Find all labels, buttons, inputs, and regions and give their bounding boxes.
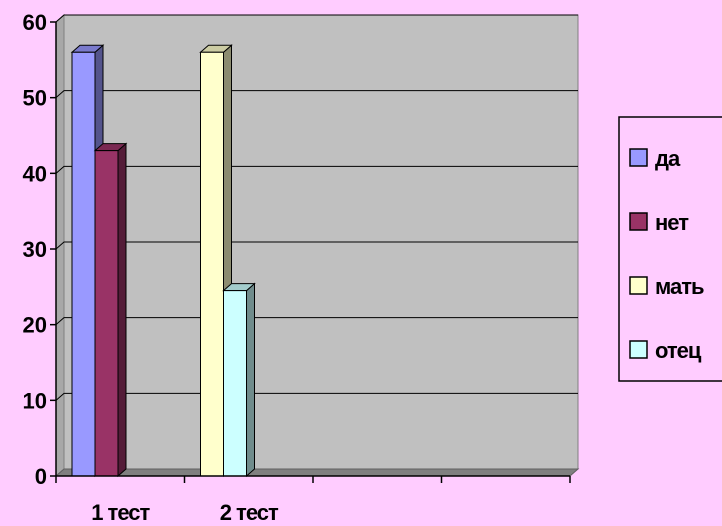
legend-swatch — [629, 276, 648, 295]
legend-label: мать — [655, 274, 704, 299]
plot-area — [54, 13, 580, 478]
x-tick-label: 1 тест — [91, 500, 150, 525]
legend-item: отец — [629, 338, 703, 363]
legend-item: нет — [629, 210, 690, 235]
legend-swatch — [629, 340, 648, 359]
legend-item: да — [629, 146, 682, 171]
y-tick-label: 30 — [23, 237, 47, 262]
y-tick-label: 40 — [23, 161, 47, 186]
gridline — [55, 392, 578, 401]
x-tick-label: 2 тест — [220, 500, 279, 525]
legend-swatch — [629, 148, 648, 167]
gridline — [55, 165, 578, 174]
legend: да нет мать отец — [618, 116, 722, 382]
y-tick-label: 10 — [23, 388, 47, 413]
gridline — [55, 241, 578, 250]
legend-swatch — [629, 212, 648, 231]
gridline — [55, 90, 578, 99]
gridline — [55, 317, 578, 326]
y-tick-label: 60 — [23, 10, 47, 35]
legend-item: мать — [629, 274, 705, 299]
legend-label: нет — [655, 210, 689, 235]
legend-label: отец — [655, 338, 702, 363]
gridline — [55, 14, 578, 23]
y-tick-label: 0 — [35, 464, 47, 489]
y-tick-label: 20 — [23, 313, 47, 338]
bar — [222, 282, 256, 478]
plot-back-wall — [55, 14, 579, 478]
bars — [70, 44, 256, 478]
legend-label: да — [655, 146, 681, 171]
y-tick-label: 50 — [23, 86, 47, 111]
axes: 0 10 20 30 40 50 60 1 тест 2 тест — [23, 10, 571, 525]
bar — [93, 142, 128, 478]
plot-floor — [54, 468, 580, 477]
